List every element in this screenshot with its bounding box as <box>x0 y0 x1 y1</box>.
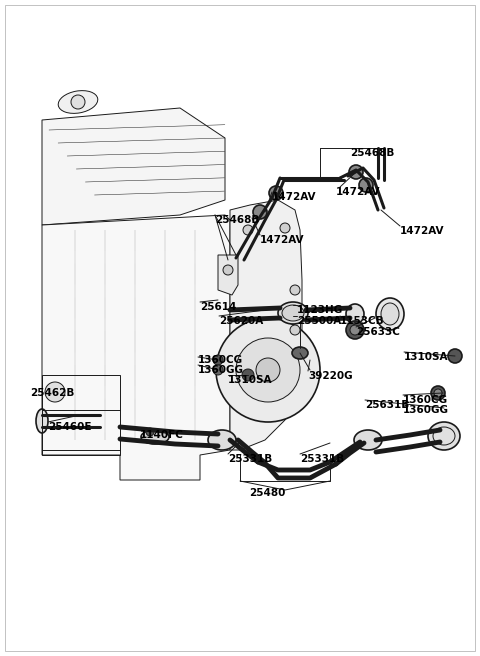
Circle shape <box>359 178 373 192</box>
Circle shape <box>223 265 233 275</box>
Ellipse shape <box>428 422 460 450</box>
Circle shape <box>431 386 445 400</box>
Ellipse shape <box>381 303 399 325</box>
Text: 25500A: 25500A <box>297 316 341 326</box>
Text: 1360GG: 1360GG <box>198 365 244 375</box>
Circle shape <box>280 223 290 233</box>
Circle shape <box>213 355 223 365</box>
Circle shape <box>290 325 300 335</box>
Ellipse shape <box>36 409 48 433</box>
Text: 1472AV: 1472AV <box>400 226 444 236</box>
Text: 1360GG: 1360GG <box>403 405 449 415</box>
Text: 25614: 25614 <box>200 302 236 312</box>
Text: 25620A: 25620A <box>219 316 263 326</box>
Text: 25468B: 25468B <box>350 148 395 158</box>
Ellipse shape <box>141 430 169 444</box>
Circle shape <box>434 389 442 397</box>
Circle shape <box>45 382 65 402</box>
Text: 1140FC: 1140FC <box>140 430 184 440</box>
Text: 25480: 25480 <box>249 488 285 498</box>
Text: 1472AV: 1472AV <box>260 235 304 245</box>
Circle shape <box>256 358 280 382</box>
Circle shape <box>346 321 364 339</box>
Text: 25468B: 25468B <box>215 215 259 225</box>
Circle shape <box>448 349 462 363</box>
Ellipse shape <box>208 430 236 450</box>
Ellipse shape <box>278 302 308 324</box>
Circle shape <box>290 285 300 295</box>
Text: 25331B: 25331B <box>228 454 272 464</box>
Circle shape <box>349 165 363 179</box>
Text: 25462B: 25462B <box>30 388 74 398</box>
Circle shape <box>242 369 254 381</box>
Polygon shape <box>218 255 238 295</box>
Text: 1472AV: 1472AV <box>336 187 381 197</box>
Circle shape <box>71 95 85 109</box>
Text: 25460E: 25460E <box>48 422 92 432</box>
Text: 1310SA: 1310SA <box>228 375 273 385</box>
Text: 1123HG: 1123HG <box>297 305 343 315</box>
Text: 1153CB: 1153CB <box>340 316 384 326</box>
Text: 25331B: 25331B <box>300 454 344 464</box>
Text: 1310SA: 1310SA <box>404 352 448 362</box>
Circle shape <box>216 318 320 422</box>
Ellipse shape <box>354 430 382 450</box>
Circle shape <box>269 186 283 200</box>
Ellipse shape <box>292 347 308 359</box>
Circle shape <box>213 365 223 375</box>
Text: 25631B: 25631B <box>365 400 409 410</box>
Circle shape <box>146 428 154 436</box>
Ellipse shape <box>346 304 364 324</box>
Ellipse shape <box>282 305 304 321</box>
Polygon shape <box>230 200 302 450</box>
Text: 1360CG: 1360CG <box>198 355 243 365</box>
Circle shape <box>350 325 360 335</box>
Circle shape <box>236 338 300 402</box>
Circle shape <box>253 205 267 219</box>
Ellipse shape <box>376 298 404 330</box>
Ellipse shape <box>58 91 98 113</box>
Text: 39220G: 39220G <box>308 371 353 381</box>
Text: 1360CG: 1360CG <box>403 395 448 405</box>
Polygon shape <box>42 215 230 480</box>
Text: 1472AV: 1472AV <box>272 192 316 202</box>
Polygon shape <box>42 108 225 225</box>
Text: 25633C: 25633C <box>356 327 400 337</box>
Circle shape <box>243 225 253 235</box>
